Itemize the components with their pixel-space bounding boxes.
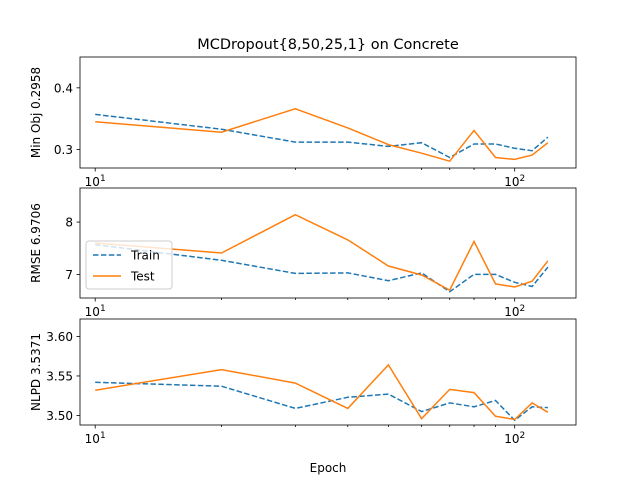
y-tick-label: 3.50 (46, 409, 73, 423)
y-axis-label: Min Obj 0.2958 (29, 67, 43, 158)
x-tick-label: 102 (504, 304, 525, 319)
y-tick-label: 8 (65, 216, 73, 230)
panel-2: 7 8 101 102 RMSE 6.9706 (29, 187, 577, 319)
chart-title: MCDropout{8,50,25,1} on Concrete (197, 37, 459, 53)
series-line-test (95, 213, 549, 292)
series-line-train (95, 113, 549, 159)
y-tick-label: 0.3 (54, 143, 73, 157)
x-tick-label: 101 (85, 431, 106, 446)
x-tick-label: 101 (85, 174, 106, 189)
series-line-test (95, 108, 549, 163)
series-line-test (95, 363, 549, 421)
panels-group: 0.3 0.4 101 102 Min Obj 0.2958 7 8 101 102 RMSE 6… (29, 56, 577, 446)
panel-frame (79, 318, 577, 426)
series-line-train (95, 243, 549, 293)
legend-label-test: Test (130, 270, 155, 284)
y-tick-label: 7 (65, 268, 73, 282)
y-tick-label: 3.60 (46, 330, 73, 344)
x-tick-label: 101 (85, 304, 106, 319)
panel-1: 0.3 0.4 101 102 Min Obj 0.2958 (29, 56, 577, 189)
series-line-train (95, 381, 548, 422)
x-axis-label: Epoch (310, 461, 347, 475)
legend-label-train: Train (130, 249, 160, 263)
panel-3: 3.50 3.55 3.60 101 102 NLPD 3.5371 (29, 318, 577, 446)
panel-frame (79, 56, 577, 169)
panel-frame (79, 187, 577, 299)
y-tick-label: 0.4 (54, 81, 73, 95)
y-axis-label: RMSE 6.9706 (29, 203, 43, 283)
legend-box (85, 240, 173, 290)
x-tick-label: 102 (504, 431, 525, 446)
legend: Train Test (85, 240, 173, 290)
y-axis-label: NLPD 3.5371 (29, 333, 43, 411)
y-tick-label: 3.55 (46, 369, 73, 383)
x-tick-label: 102 (504, 174, 525, 189)
